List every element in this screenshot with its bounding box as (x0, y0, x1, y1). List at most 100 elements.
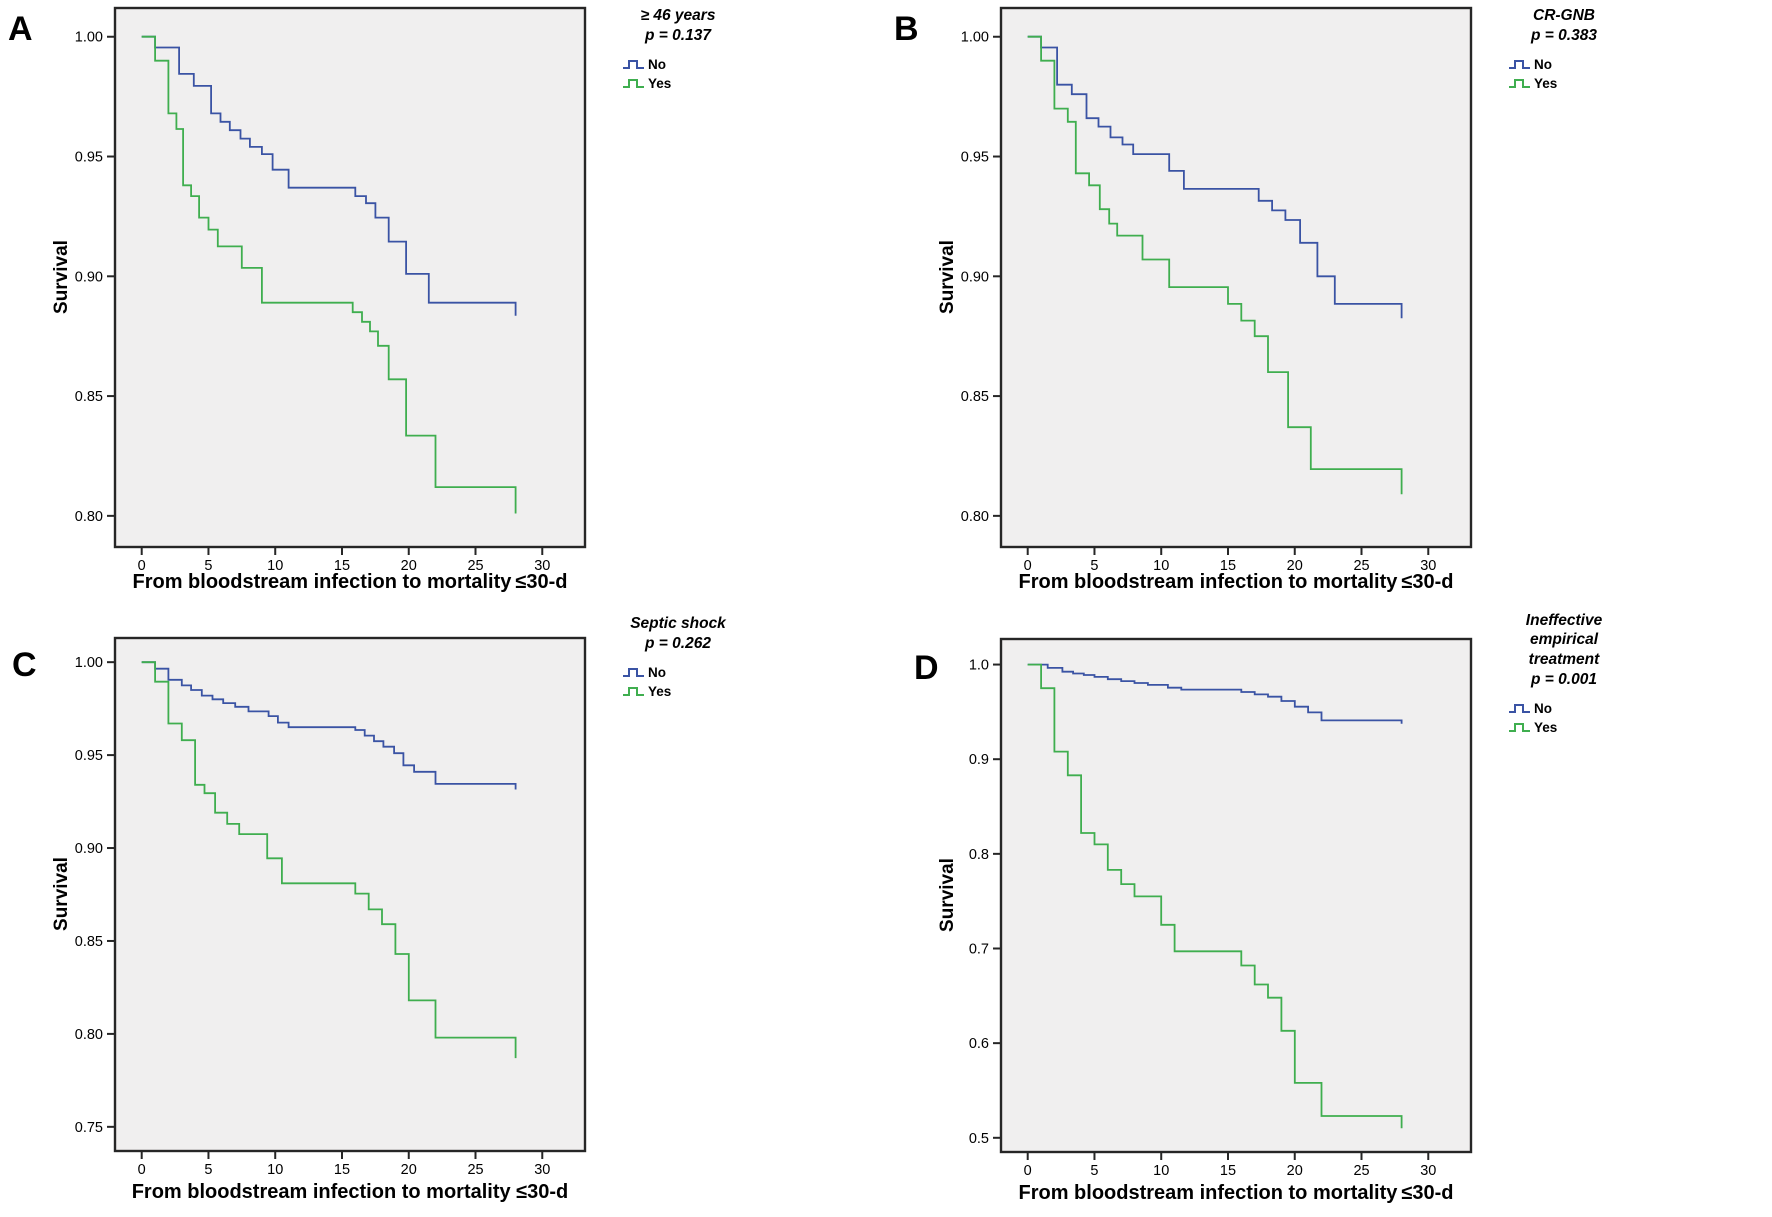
legend-entry-yes: Yes (622, 682, 768, 701)
svg-text:0.8: 0.8 (969, 847, 989, 863)
svg-text:20: 20 (401, 1162, 417, 1178)
legend-title: ≥ 46 years (640, 7, 716, 24)
svg-text:0.80: 0.80 (75, 1027, 103, 1043)
legend-entry-yes: Yes (1508, 74, 1654, 93)
legend-title: CR-GNB (1533, 7, 1595, 24)
svg-text:0.95: 0.95 (961, 150, 989, 166)
svg-text:25: 25 (1353, 558, 1369, 574)
step-line-icon (1509, 60, 1530, 70)
svg-text:5: 5 (204, 1162, 212, 1178)
legend-entries: No Yes (588, 55, 768, 93)
svg-text:0.95: 0.95 (75, 150, 103, 166)
legend-entries: No Yes (588, 663, 768, 701)
svg-text:25: 25 (467, 558, 483, 574)
panel-c: C Survival 0 5 10 15 20 25 30 1.00 0.95 0.90 0.85 0… (0, 608, 886, 1216)
step-line-icon (1509, 79, 1530, 89)
svg-text:0.80: 0.80 (961, 509, 989, 525)
km-plot-b: 0 5 10 15 20 25 30 1.00 0.95 0.90 0.85 0.80 (961, 6, 1473, 574)
legend-p-value: p = 0.001 (1531, 671, 1597, 689)
svg-text:0.9: 0.9 (969, 752, 989, 768)
panel-d: D Survival 0 5 10 15 20 25 30 1.0 0.9 0.8 0.7 0.6 0.… (886, 609, 1772, 1217)
svg-text:5: 5 (204, 558, 212, 574)
panel-letter-a: A (8, 10, 33, 48)
svg-text:0.80: 0.80 (75, 509, 103, 525)
legend-entry-no: No (1508, 699, 1654, 718)
svg-text:1.00: 1.00 (75, 655, 103, 671)
svg-text:5: 5 (1090, 1163, 1098, 1179)
svg-text:10: 10 (267, 558, 283, 574)
svg-text:20: 20 (1287, 558, 1303, 574)
legend-entry-no: No (1508, 55, 1654, 74)
svg-text:10: 10 (1153, 1163, 1169, 1179)
svg-text:0.75: 0.75 (75, 1120, 103, 1136)
step-line-icon (623, 668, 644, 678)
svg-text:30: 30 (534, 1162, 550, 1178)
svg-text:1.00: 1.00 (961, 30, 989, 46)
legend-c: Septic shock p = 0.262 No Yes (588, 614, 768, 701)
svg-text:15: 15 (1220, 1163, 1236, 1179)
legend-entry-yes: Yes (622, 74, 768, 93)
step-line-icon (623, 79, 644, 89)
svg-text:20: 20 (401, 558, 417, 574)
svg-text:10: 10 (1153, 558, 1169, 574)
legend-title: Ineffective empirical treatment (1525, 612, 1603, 668)
legend-entry-label: No (648, 56, 666, 72)
panel-letter-d: D (914, 649, 939, 687)
svg-text:0.90: 0.90 (961, 269, 989, 285)
x-axis-title: From bloodstream infection to mortality … (132, 571, 568, 593)
km-plot-a: 0 5 10 15 20 25 30 1.00 0.95 0.90 0.85 0.80 (75, 6, 587, 574)
svg-text:30: 30 (1420, 558, 1436, 574)
legend-p-value: p = 0.262 (645, 635, 711, 653)
legend-entry-label: Yes (648, 683, 672, 699)
legend-entry-label: No (648, 664, 666, 680)
svg-text:0: 0 (1024, 558, 1032, 574)
x-axis-title: From bloodstream infection to mortality … (1018, 1182, 1454, 1204)
legend-entries: No Yes (1474, 699, 1654, 737)
svg-text:1.00: 1.00 (75, 30, 103, 46)
svg-text:0.5: 0.5 (969, 1131, 989, 1147)
legend-p-value: p = 0.137 (645, 27, 711, 45)
svg-text:0.6: 0.6 (969, 1036, 989, 1052)
svg-text:15: 15 (1220, 558, 1236, 574)
legend-entry-no: No (622, 55, 768, 74)
svg-text:15: 15 (334, 558, 350, 574)
panel-a: A Survival 0 5 10 15 20 25 30 1.00 0.95 0.90 0.85 0… (0, 0, 886, 608)
svg-text:15: 15 (334, 1162, 350, 1178)
svg-text:0.90: 0.90 (75, 269, 103, 285)
legend-entry-label: Yes (1534, 75, 1558, 91)
svg-text:30: 30 (534, 558, 550, 574)
svg-text:5: 5 (1090, 558, 1098, 574)
legend-d: Ineffective empirical treatment p = 0.001 … (1474, 611, 1654, 737)
legend-b: CR-GNB p = 0.383 No Yes (1474, 6, 1654, 93)
km-plot-c: 0 5 10 15 20 25 30 1.00 0.95 0.90 0.85 0.80 0.75 (75, 636, 587, 1178)
svg-text:0.85: 0.85 (75, 389, 103, 405)
panel-b: B Survival 0 5 10 15 20 25 30 1.00 0.95 0.90 0.85 0… (886, 0, 1772, 608)
legend-entry-label: No (1534, 700, 1552, 716)
step-line-icon (623, 687, 644, 697)
legend-title: Septic shock (630, 615, 726, 632)
svg-text:10: 10 (267, 1162, 283, 1178)
svg-text:0.7: 0.7 (969, 942, 989, 958)
svg-text:30: 30 (1420, 1163, 1436, 1179)
svg-text:0.90: 0.90 (75, 841, 103, 857)
svg-text:0.95: 0.95 (75, 748, 103, 764)
panel-letter-b: B (894, 10, 919, 48)
step-line-icon (623, 60, 644, 70)
svg-text:25: 25 (1353, 1163, 1369, 1179)
svg-text:20: 20 (1287, 1163, 1303, 1179)
svg-text:0: 0 (138, 558, 146, 574)
svg-text:25: 25 (467, 1162, 483, 1178)
km-plot-d: 0 5 10 15 20 25 30 1.0 0.9 0.8 0.7 0.6 0.5 (969, 637, 1473, 1179)
svg-text:0.85: 0.85 (75, 934, 103, 950)
x-axis-title: From bloodstream infection to mortality … (1018, 571, 1454, 593)
svg-text:0: 0 (138, 1162, 146, 1178)
panel-letter-c: C (12, 646, 37, 684)
legend-a: ≥ 46 years p = 0.137 No Yes (588, 6, 768, 93)
legend-entries: No Yes (1474, 55, 1654, 93)
step-line-icon (1509, 723, 1530, 732)
legend-p-value: p = 0.383 (1531, 27, 1597, 45)
svg-text:1.0: 1.0 (969, 658, 989, 674)
svg-text:0.85: 0.85 (961, 389, 989, 405)
legend-entry-yes: Yes (1508, 718, 1654, 737)
